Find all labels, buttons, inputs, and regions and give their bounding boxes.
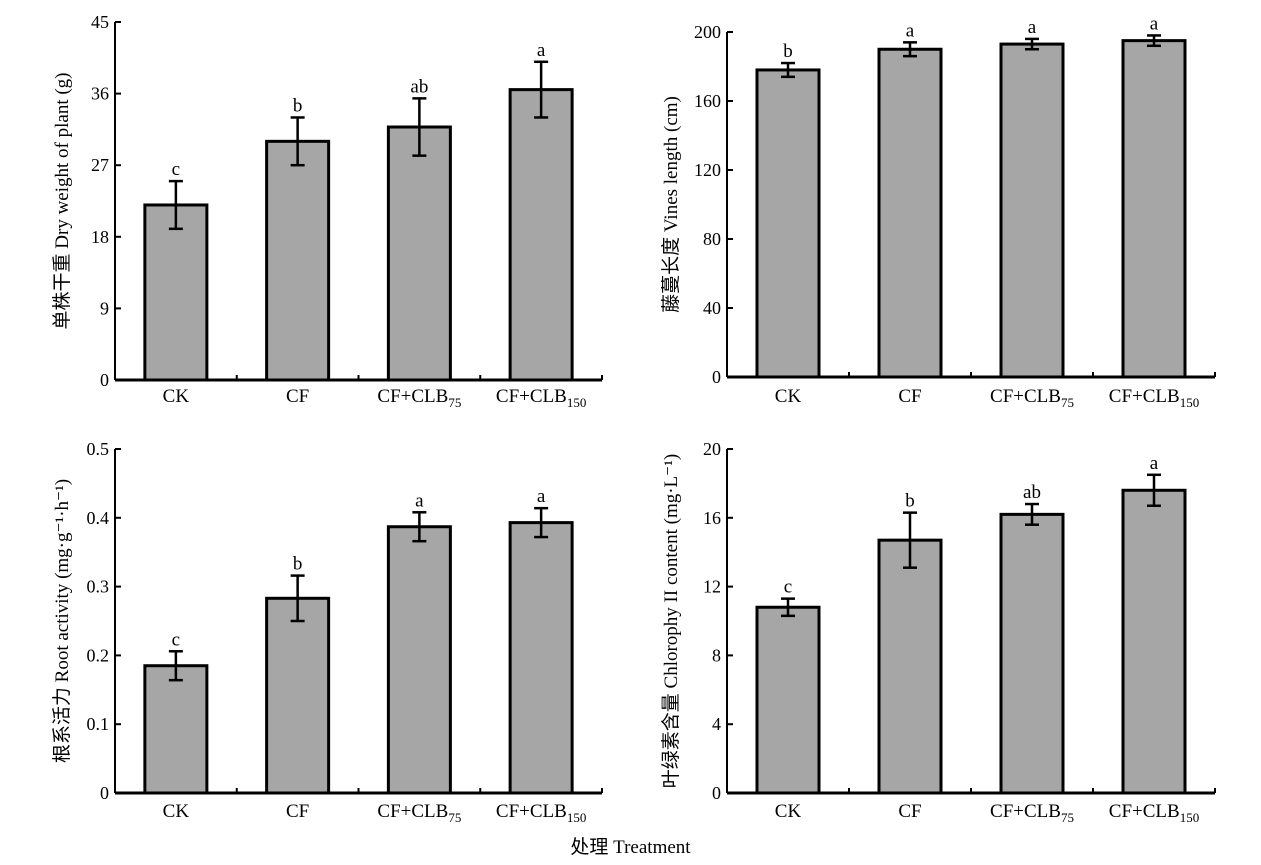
- y-tick-label-3: 12: [703, 577, 721, 597]
- error-bar-1: [290, 116, 305, 167]
- y-tick-label-5: 0.5: [87, 439, 110, 459]
- y-tick-label-0: 0: [712, 783, 721, 803]
- chart-panel-top-right: b CK a CF a CF+CLB75 a CF+CLB150 0 40 80 120 160 200 藤…: [660, 13, 1216, 410]
- significance-letter-3: a: [1150, 453, 1159, 474]
- bar-1: [265, 139, 331, 382]
- significance-letter-0: c: [172, 629, 180, 650]
- error-bar-0: [781, 61, 795, 79]
- significance-letter-1: b: [905, 491, 915, 512]
- error-bar-2: [1025, 502, 1039, 526]
- y-tick-label-2: 0.2: [87, 645, 110, 665]
- y-tick-label-4: 36: [91, 84, 109, 104]
- y-tick-label-3: 27: [91, 155, 109, 175]
- bar-2: [999, 42, 1065, 379]
- y-tick-label-1: 4: [712, 714, 721, 734]
- category-label-3: CF+CLB150: [496, 801, 586, 825]
- bar-1: [877, 538, 943, 795]
- significance-letter-3: a: [537, 40, 546, 61]
- bar-0: [143, 664, 209, 795]
- bar-2: [386, 525, 452, 795]
- error-bar-0: [168, 179, 183, 231]
- category-label-1: CF: [286, 386, 309, 407]
- significance-letter-2: ab: [410, 76, 428, 97]
- chart-panel-bottom-left: c CK b CF a CF+CLB75 a CF+CLB150 0 0.1 0.2 0.3 0.4 0.…: [51, 439, 603, 825]
- significance-letter-2: ab: [1023, 482, 1041, 503]
- y-tick-label-4: 16: [703, 508, 721, 528]
- error-bar-2: [412, 511, 427, 543]
- error-bar-1: [903, 41, 917, 58]
- category-label-3: CF+CLB150: [1109, 386, 1199, 410]
- y-tick-label-1: 40: [703, 298, 721, 318]
- y-axis-label: 叶绿素含量 Chlorophy II content (mg·L⁻¹): [660, 454, 682, 788]
- error-bar-0: [781, 597, 795, 618]
- category-label-3: CF+CLB150: [1109, 801, 1199, 825]
- bar-1: [877, 47, 943, 379]
- y-tick-label-0: 0: [100, 783, 109, 803]
- error-bar-2: [412, 97, 427, 157]
- category-label-0: CK: [775, 386, 802, 407]
- error-bar-2: [1025, 37, 1039, 51]
- category-label-0: CK: [163, 386, 190, 407]
- significance-letter-2: a: [1028, 17, 1037, 38]
- significance-letter-0: c: [172, 159, 180, 180]
- bar-2: [999, 512, 1065, 795]
- significance-letter-1: b: [293, 95, 303, 116]
- category-label-1: CF: [286, 801, 309, 822]
- y-tick-label-3: 120: [694, 160, 721, 180]
- error-bar-3: [1147, 473, 1161, 508]
- bar-0: [143, 203, 209, 382]
- chart-panel-top-left: c CK b CF ab CF+CLB75 a CF+CLB150 0 9 18 27 36 45 单株干重…: [51, 12, 603, 410]
- significance-letter-1: a: [906, 20, 915, 41]
- significance-letter-2: a: [415, 490, 424, 511]
- category-label-0: CK: [775, 801, 802, 822]
- bar-1: [265, 596, 331, 795]
- significance-letter-1: b: [293, 554, 303, 575]
- significance-letter-3: a: [1150, 13, 1159, 34]
- error-bar-3: [534, 506, 549, 539]
- y-tick-label-4: 0.4: [87, 508, 110, 528]
- significance-letter-0: b: [783, 41, 793, 62]
- category-label-0: CK: [163, 801, 190, 822]
- y-tick-label-2: 8: [712, 645, 721, 665]
- bar-2: [386, 125, 452, 382]
- category-label-2: CF+CLB75: [990, 801, 1074, 825]
- category-label-2: CF+CLB75: [377, 386, 461, 410]
- bar-3: [1121, 39, 1187, 379]
- y-tick-label-5: 20: [703, 439, 721, 459]
- y-tick-label-5: 45: [91, 12, 109, 32]
- y-tick-label-3: 0.3: [87, 577, 110, 597]
- category-label-2: CF+CLB75: [377, 801, 461, 825]
- y-axis-label: 单株干重 Dry weight of plant (g): [51, 73, 73, 330]
- y-tick-label-2: 80: [703, 229, 721, 249]
- y-tick-label-2: 18: [91, 227, 109, 247]
- y-tick-label-1: 9: [100, 298, 109, 318]
- category-label-1: CF: [898, 386, 921, 407]
- y-tick-label-4: 160: [694, 91, 721, 111]
- error-bar-3: [534, 60, 549, 119]
- bar-0: [755, 605, 821, 795]
- y-axis-label: 藤蔓长度 Vines length (cm): [660, 96, 682, 313]
- error-bar-1: [290, 574, 305, 623]
- significance-letter-0: c: [784, 577, 792, 598]
- y-tick-label-5: 200: [694, 22, 721, 42]
- y-tick-label-0: 0: [100, 370, 109, 390]
- category-label-1: CF: [898, 801, 921, 822]
- y-axis-label: 根系活力 Root activity (mg·g⁻¹·h⁻¹): [51, 479, 73, 763]
- shared-x-axis-label: 处理 Treatment: [570, 837, 691, 858]
- bar-3: [1121, 488, 1187, 795]
- bar-3: [508, 521, 574, 795]
- y-tick-label-1: 0.1: [87, 714, 110, 734]
- category-label-3: CF+CLB150: [496, 386, 586, 410]
- significance-letter-3: a: [537, 486, 546, 507]
- y-tick-label-0: 0: [712, 367, 721, 387]
- chart-panel-bottom-right: c CK b CF ab CF+CLB75 a CF+CLB150 0 4 8 12 16 20 叶绿素含量…: [660, 439, 1216, 825]
- bar-3: [508, 88, 574, 382]
- error-bar-3: [1147, 34, 1161, 48]
- bar-0: [755, 68, 821, 379]
- error-bar-0: [168, 650, 183, 682]
- category-label-2: CF+CLB75: [990, 386, 1074, 410]
- error-bar-1: [903, 511, 917, 569]
